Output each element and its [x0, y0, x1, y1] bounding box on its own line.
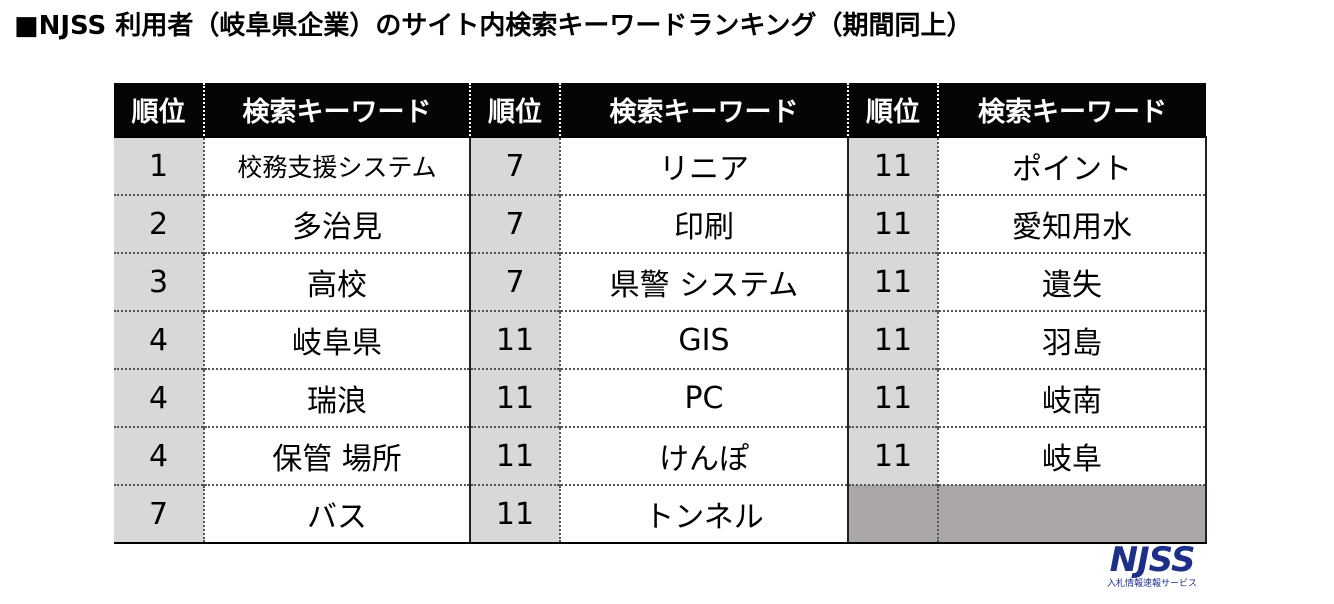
- table-row: 2 多治見 7 印刷 11 愛知用水: [114, 194, 1207, 253]
- keyword-cell: 校務支援システム: [203, 136, 470, 195]
- rank-cell: 7: [114, 484, 204, 544]
- keyword-cell: バス: [203, 484, 470, 544]
- keyword-cell: GIS: [559, 310, 848, 369]
- rank-cell: 3: [114, 252, 204, 311]
- keyword-cell: リニア: [559, 136, 848, 195]
- table-row: 3 高校 7 県警 システム 11 遺失: [114, 252, 1207, 311]
- keyword-cell: トンネル: [559, 484, 848, 544]
- keyword-cell: 羽島: [937, 310, 1207, 369]
- rank-cell: 11: [847, 426, 938, 485]
- rank-cell: 7: [469, 194, 560, 253]
- njss-logo: NJSS 入札情報速報サービス: [1098, 542, 1206, 598]
- rank-cell: 11: [847, 368, 938, 427]
- table-row: 4 瑞浪 11 PC 11 岐南: [114, 368, 1207, 427]
- rank-cell: 11: [847, 136, 938, 195]
- header-rank-1: 順位: [114, 83, 204, 137]
- rank-cell: 7: [469, 252, 560, 311]
- table-row: 4 岐阜県 11 GIS 11 羽島: [114, 310, 1207, 369]
- header-rank-3: 順位: [847, 83, 938, 137]
- rank-cell: 4: [114, 310, 204, 369]
- table-row: 7 バス 11 トンネル: [114, 484, 1207, 544]
- logo-subtitle: 入札情報速報サービス: [1106, 579, 1197, 589]
- table-header-row: 順位 検索キーワード 順位 検索キーワード 順位 検索キーワード: [114, 83, 1206, 137]
- rank-cell: 4: [114, 368, 204, 427]
- rank-cell: 4: [114, 426, 204, 485]
- header-keyword-1: 検索キーワード: [203, 83, 470, 137]
- keyword-cell: 多治見: [203, 194, 470, 253]
- rank-cell: 11: [469, 310, 560, 369]
- rank-cell: 11: [469, 426, 560, 485]
- rank-cell: 11: [469, 368, 560, 427]
- keyword-cell: けんぽ: [559, 426, 848, 485]
- logo-mark: NJSS: [1109, 540, 1196, 580]
- header-keyword-3: 検索キーワード: [937, 83, 1206, 137]
- rank-cell: 11: [469, 484, 560, 544]
- page-title: ■NJSS 利用者（岐阜県企業）のサイト内検索キーワードランキング（期間同上）: [14, 11, 973, 41]
- table-row: 1 校務支援システム 7 リニア 11 ポイント: [114, 136, 1207, 195]
- keyword-cell: PC: [559, 368, 848, 427]
- empty-cell: [937, 484, 1207, 544]
- keyword-cell: 岐阜県: [203, 310, 470, 369]
- keyword-cell: 印刷: [559, 194, 848, 253]
- keyword-cell: 岐南: [937, 368, 1207, 427]
- empty-cell: [847, 484, 938, 544]
- rank-cell: 7: [469, 136, 560, 195]
- rank-cell: 11: [847, 194, 938, 253]
- keyword-cell: 高校: [203, 252, 470, 311]
- rank-cell: 11: [847, 310, 938, 369]
- keyword-cell: 保管 場所: [203, 426, 470, 485]
- keyword-cell: ポイント: [937, 136, 1207, 195]
- rank-cell: 2: [114, 194, 204, 253]
- keyword-cell: 遺失: [937, 252, 1207, 311]
- rank-cell: 1: [114, 136, 204, 195]
- keyword-cell: 県警 システム: [559, 252, 848, 311]
- table-row: 4 保管 場所 11 けんぽ 11 岐阜: [114, 426, 1207, 485]
- keyword-cell: 岐阜: [937, 426, 1207, 485]
- keyword-cell: 愛知用水: [937, 194, 1207, 253]
- rank-cell: 11: [847, 252, 938, 311]
- header-keyword-2: 検索キーワード: [559, 83, 848, 137]
- header-rank-2: 順位: [469, 83, 560, 137]
- keyword-ranking-table: 順位 検索キーワード 順位 検索キーワード 順位 検索キーワード 1 校務支援シ…: [114, 83, 1207, 544]
- keyword-cell: 瑞浪: [203, 368, 470, 427]
